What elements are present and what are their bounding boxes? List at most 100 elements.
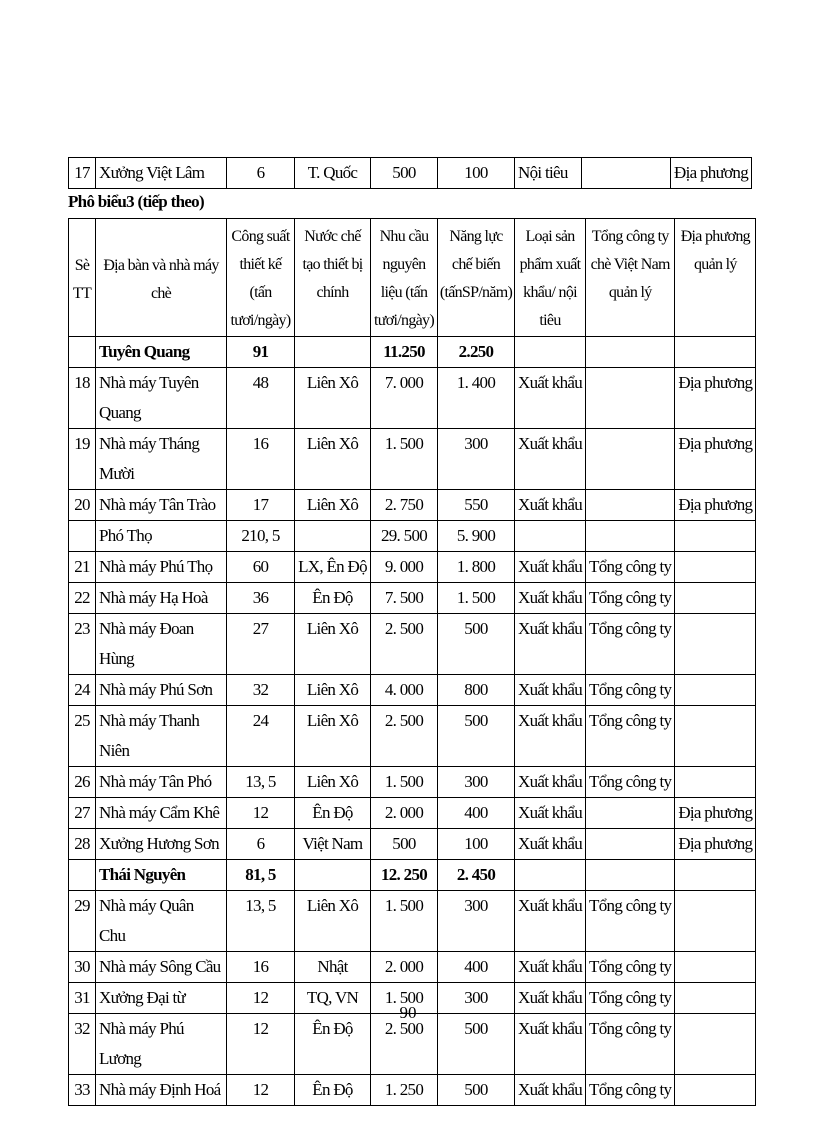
table-cell (581, 157, 671, 189)
table-cell: 13, 5 (226, 766, 295, 798)
table-cell: Nhà máy Phú Lương (95, 1013, 227, 1075)
table-cell: Xưởng Hương Sơn (95, 828, 227, 860)
table-cell: 300 (437, 766, 515, 798)
table-row: 18 Nhà máy Tuyên Quang 48 Liên Xô 7. 000 1. 4… (68, 367, 757, 429)
table-cell: Nhà máy Sông Cầu (95, 951, 227, 983)
table-row: Tuyên Quang 91 11.250 2.250 (68, 336, 757, 368)
table-cell (585, 797, 676, 829)
table-row: Thái Nguyên 81, 5 12. 250 2. 450 (68, 859, 757, 891)
table-cell: Liên Xô (294, 489, 371, 521)
column-header: Tổng công ty chè Việt Nam quản lý (585, 218, 676, 337)
table-cell (585, 336, 676, 368)
table-title: Phô biểu3 (tiếp theo) (68, 192, 205, 211)
table-cell: Xuất khẩu (513, 367, 587, 429)
table-cell: Nhà máy Định Hoá (95, 1074, 227, 1106)
table-cell: Địa phương (674, 428, 757, 490)
table-row: 29 Nhà máy Quân Chu 13, 5 Liên Xô 1. 500 300 X… (68, 890, 757, 952)
table-cell: Xuất khẩu (513, 982, 587, 1014)
table-cell (585, 828, 676, 860)
column-header: Năng lực chế biến (tấnSP/năm) (437, 218, 515, 337)
table-cell: 32 (226, 674, 295, 706)
table-cell: 500 (370, 828, 438, 860)
table-cell: 2. 750 (370, 489, 438, 521)
table-cell: 29 (68, 890, 96, 952)
table-cell (585, 367, 676, 429)
table-cell: Ên Độ (294, 582, 371, 614)
table-cell: 16 (226, 951, 295, 983)
table-cell: Liên Xô (294, 367, 371, 429)
table-cell: Xưởng Đại từ (95, 982, 227, 1014)
table-cell: Địa phương (674, 367, 757, 429)
table-cell: Nhà máy Hạ Hoà (95, 582, 227, 614)
table-cell: Xuất khẩu (513, 582, 587, 614)
table-cell: 48 (226, 367, 295, 429)
table-cell (674, 520, 757, 552)
table-cell: Liên Xô (294, 766, 371, 798)
table-cell: Nội tiêu (514, 157, 582, 189)
table-cell: Tổng công ty (585, 582, 676, 614)
table-cell (674, 582, 757, 614)
table-cell: Nhà máy Tân Phó (95, 766, 227, 798)
table-cell: Nhà máy Tháng Mười (95, 428, 227, 490)
header-row: Sè TT Địa bàn và nhà máy chè Công suất thi… (68, 218, 757, 337)
table-cell: Địa phương (674, 828, 757, 860)
page-number: 90 (399, 1003, 417, 1022)
table-row: 28 Xưởng Hương Sơn 6 Việt Nam 500 100 Xuất khẩ… (68, 828, 757, 860)
table-cell: 500 (437, 1013, 515, 1075)
table-cell: 24 (226, 705, 295, 767)
column-header: Địa bàn và nhà máy chè (95, 218, 227, 337)
table-cell: Địa phương (670, 157, 752, 189)
table-cell: 400 (437, 951, 515, 983)
table-cell: Liên Xô (294, 890, 371, 952)
table-cell: Liên Xô (294, 705, 371, 767)
table-cell (674, 705, 757, 767)
table-cell (585, 520, 676, 552)
table-cell: 100 (437, 157, 515, 189)
table-cell: 1. 500 (370, 890, 438, 952)
table-cell: Xuất khẩu (513, 766, 587, 798)
table-cell (68, 859, 96, 891)
table-cell: Nhà máy Tuyên Quang (95, 367, 227, 429)
table-cell: 6 (226, 157, 295, 189)
table-cell: Tổng công ty (585, 551, 676, 583)
table-cell: 6 (226, 828, 295, 860)
table-cell: Xuất khẩu (513, 674, 587, 706)
table-cell: 7. 000 (370, 367, 438, 429)
table-cell: 300 (437, 428, 515, 490)
table-row: 27 Nhà máy Cẩm Khê 12 Ên Độ 2. 000 400 Xuất kh… (68, 797, 757, 829)
table-cell: Phó Thọ (95, 520, 227, 552)
column-header: Nước chế tạo thiết bị chính (294, 218, 371, 337)
table-cell (674, 766, 757, 798)
table-cell: 21 (68, 551, 96, 583)
table-cell: 81, 5 (226, 859, 295, 891)
table-cell: Nhà máy Phú Thọ (95, 551, 227, 583)
table-cell: 500 (437, 613, 515, 675)
table-cell: 550 (437, 489, 515, 521)
table-cell: 36 (226, 582, 295, 614)
table-cell: Tổng công ty (585, 951, 676, 983)
table-cell: 20 (68, 489, 96, 521)
table-cell: Tuyên Quang (95, 336, 227, 368)
table-cell: 16 (226, 428, 295, 490)
table-row: 19 Nhà máy Tháng Mười 16 Liên Xô 1. 500 300 Xu… (68, 428, 757, 490)
table-row: 23 Nhà máy Đoan Hùng 27 Liên Xô 2. 500 500 Xuấ… (68, 613, 757, 675)
table-row: Phó Thọ 210, 5 29. 500 5. 900 (68, 520, 757, 552)
table-cell (674, 951, 757, 983)
table-cell: 32 (68, 1013, 96, 1075)
table-cell (513, 520, 587, 552)
table-row: 33 Nhà máy Định Hoá 12 Ên Độ 1. 250 500 Xuất k… (68, 1074, 757, 1106)
table-cell: Nhà máy Thanh Niên (95, 705, 227, 767)
table-cell (674, 613, 757, 675)
table-cell: 500 (437, 1074, 515, 1106)
table-cell: LX, Ên Độ (294, 551, 371, 583)
table-cell: 18 (68, 367, 96, 429)
table-cell: 2. 500 (370, 1013, 438, 1075)
table-cell: 60 (226, 551, 295, 583)
table-cell: 2. 500 (370, 613, 438, 675)
table-cell: 28 (68, 828, 96, 860)
table-cell: 5. 900 (437, 520, 515, 552)
table-cell (294, 520, 371, 552)
table-cell: 100 (437, 828, 515, 860)
table-cell: 500 (437, 705, 515, 767)
table-cell: Nhà máy Quân Chu (95, 890, 227, 952)
